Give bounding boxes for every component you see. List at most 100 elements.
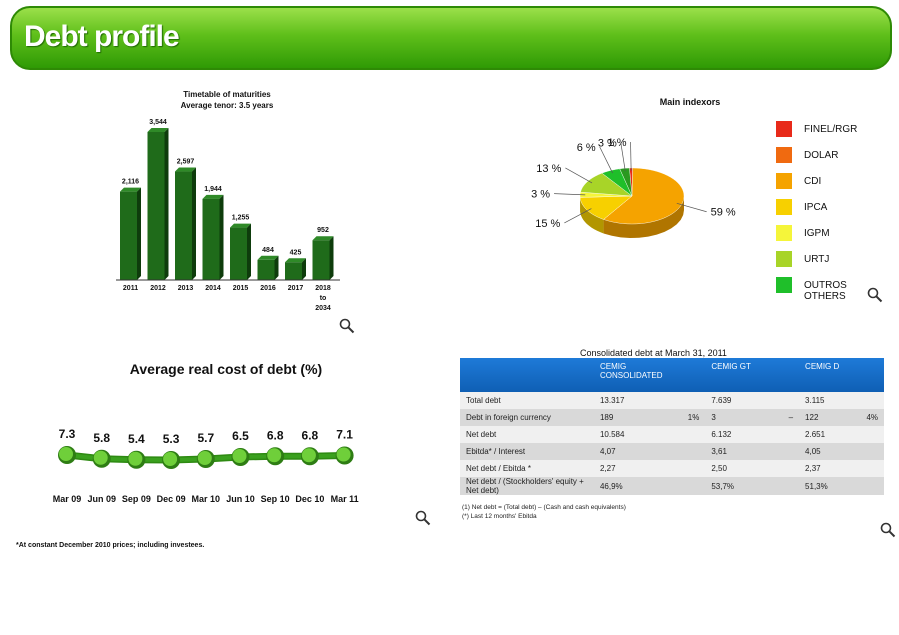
cost-point-inner: [128, 451, 143, 466]
legend-swatch: [776, 199, 792, 215]
header-d: CEMIG D: [799, 358, 851, 392]
table-row: Debt in foreign currency 189 1% 3–122 4%: [460, 409, 884, 426]
cost-point-inner: [267, 448, 282, 463]
bar-value-label: 1,944: [204, 186, 222, 193]
header-empty: [757, 358, 800, 392]
pie-leader-line: [630, 142, 632, 171]
table-cell: 6.132: [705, 426, 758, 443]
legend-swatch: [776, 147, 792, 163]
pie-leader-line: [554, 193, 586, 196]
table-cell: 53,7%: [705, 477, 758, 495]
bar-top: [202, 194, 224, 199]
legend-swatch: [776, 251, 792, 267]
cost-category-label: Dec 10: [295, 494, 324, 504]
table-cell: 2,37: [799, 460, 851, 477]
table-row: Net debt 10.584 6.132 2.651: [460, 426, 884, 443]
table-cell: Net debt / (Stockholders' equity + Net d…: [460, 477, 594, 495]
pie-slice-label: 59 %: [711, 207, 736, 219]
header-consolidated-line2: CONSOLIDATED: [599, 371, 663, 380]
bar-top: [257, 255, 279, 260]
zoom-magnifier-icon[interactable]: [339, 318, 355, 334]
cost-value-label: 6.8: [302, 428, 319, 442]
bar-value-label: 484: [262, 247, 274, 254]
table-cell: 3: [705, 409, 758, 426]
cost-category-label: Sep 10: [261, 494, 290, 504]
bar: [147, 132, 165, 280]
bar-top: [230, 223, 251, 228]
table-cell: [850, 477, 884, 495]
bar-value-label: 2,597: [177, 159, 195, 166]
legend-swatch: [776, 277, 792, 293]
bar-category-label: 2012: [150, 285, 166, 292]
bar-category-label: to: [320, 295, 327, 302]
cost-value-label: 7.3: [59, 427, 76, 441]
bar-category-label: 2016: [260, 285, 276, 292]
pie-slice-label: 15 %: [535, 218, 560, 230]
cost-value-label: 5.3: [163, 432, 180, 446]
zoom-magnifier-icon[interactable]: [415, 510, 431, 526]
bar-side: [137, 187, 141, 280]
cost-of-debt-chart: Average real cost of debt (%) 7.3 Mar 09 5…: [53, 361, 359, 504]
cost-category-label: Mar 10: [192, 494, 221, 504]
bar-category-label: 2017: [288, 285, 304, 292]
pie-slice-label: 3 %: [598, 138, 617, 150]
table-cell: 4%: [850, 409, 884, 426]
legend-label: IGPM: [804, 228, 830, 239]
pie-chart-title: Main indexors: [660, 97, 721, 107]
pie-leader-line: [565, 167, 593, 184]
bar-side: [247, 223, 251, 280]
bar-top: [120, 187, 141, 192]
zoom-magnifier-icon[interactable]: [867, 287, 883, 303]
pie-slice: [603, 167, 685, 225]
bar-category-label: 2018: [315, 285, 331, 292]
table-cell: 122: [799, 409, 851, 426]
pie-slice-label: 13 %: [536, 163, 561, 175]
bar-chart-title: Timetable of maturities: [183, 90, 271, 99]
pie-slice: [579, 195, 633, 220]
table-cell: [668, 460, 706, 477]
cost-category-label: Jun 10: [226, 494, 255, 504]
pie-slice-label: 3 %: [531, 189, 550, 201]
bar-category-label: 2015: [233, 285, 249, 292]
bar-side: [329, 236, 334, 280]
legend-swatch: [776, 225, 792, 241]
pie-leader-line: [599, 146, 613, 174]
header-empty: [850, 358, 884, 392]
pie-slice: [580, 172, 633, 197]
table-cell: [850, 460, 884, 477]
cost-category-label: Sep 09: [122, 494, 151, 504]
table-cell: 4,05: [799, 443, 851, 460]
bar-value-label: 1,255: [232, 215, 250, 222]
bar-value-label: 952: [317, 227, 329, 234]
bar-top: [147, 128, 169, 132]
table-cell: –: [757, 409, 800, 426]
zoom-magnifier-icon[interactable]: [880, 522, 896, 538]
table-cell: [757, 477, 800, 495]
bar-category-label: 2013: [178, 285, 194, 292]
consolidated-debt-table: CEMIG CONSOLIDATED CEMIG GT CEMIG D Total…: [460, 358, 884, 495]
cost-category-label: Dec 09: [157, 494, 186, 504]
table-cell: 3,61: [705, 443, 758, 460]
bar-category-label: 2034: [315, 305, 331, 312]
table-cell: 2.651: [799, 426, 851, 443]
cost-value-label: 5.7: [197, 431, 214, 445]
table-cell: [668, 392, 706, 409]
table-cell: 7.639: [705, 392, 758, 409]
table-cell: Ebitda* / Interest: [460, 443, 594, 460]
header-consolidated-line1: CEMIG: [599, 362, 627, 371]
page-title: Debt profile: [24, 20, 180, 53]
bar: [175, 171, 192, 280]
table-header-row: CEMIG CONSOLIDATED CEMIG GT CEMIG D: [460, 358, 884, 392]
cost-point-inner: [301, 448, 316, 463]
table-cell: [757, 443, 800, 460]
table-note: (*) Last 12 months' Ebitda: [462, 513, 537, 520]
bar-value-label: 3,544: [149, 119, 167, 126]
pie-slice-side: [603, 196, 684, 238]
pie-leader-line: [564, 208, 592, 224]
legend-label: IPCA: [804, 202, 828, 213]
indexors-pie-chart: Main indexors 1 %59 %15 %3 %13 %6 % 3 %: [531, 97, 736, 238]
legend-label: OUTROS: [804, 280, 847, 291]
bar-side: [274, 255, 279, 280]
cost-value-label: 6.5: [232, 429, 249, 443]
table-cell: [850, 426, 884, 443]
